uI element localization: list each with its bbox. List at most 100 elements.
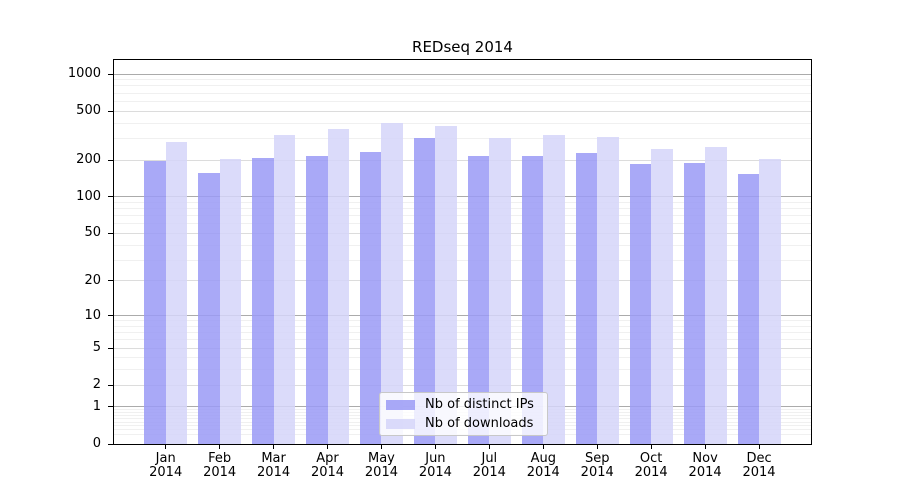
y-tick-label-1: 1: [92, 398, 101, 414]
legend: Nb of distinct IPs Nb of downloads: [379, 392, 548, 436]
x-label-year-dec: 2014: [742, 465, 776, 480]
x-label-month-jun: Jun: [425, 451, 446, 466]
x-label-year-aug: 2014: [526, 465, 560, 480]
y-tick-label-2: 2: [92, 377, 101, 393]
gridline-minor-30: [114, 259, 811, 261]
y-tick-5: [108, 347, 113, 349]
gridline-5: [114, 347, 811, 349]
y-tick-label-100: 100: [76, 188, 101, 204]
legend-swatch-downloads: [386, 418, 415, 429]
gridline-minor-900: [114, 79, 811, 81]
x-label-month-nov: Nov: [692, 451, 718, 466]
x-label-year-apr: 2014: [310, 465, 345, 480]
x-tick-label-apr-2014: Apr 2014: [296, 452, 360, 480]
bar-distinct-ips-jul: [467, 156, 490, 444]
y-tick-label-1000: 1000: [67, 66, 101, 82]
x-label-year-oct: 2014: [634, 465, 668, 480]
x-tick-mar: [273, 444, 275, 449]
x-tick-label-sep-2014: Sep 2014: [565, 452, 629, 480]
gridline-minor-4: [114, 357, 811, 359]
x-label-year-sep: 2014: [580, 465, 614, 480]
x-tick-label-mar-2014: Mar 2014: [242, 452, 306, 480]
gridline-minor-80: [114, 208, 811, 210]
x-label-month-may: May: [368, 451, 395, 466]
x-label-month-jan: Jan: [155, 451, 176, 466]
x-tick-label-dec-2014: Dec 2014: [727, 452, 791, 480]
gridline-100: [114, 196, 811, 198]
gridline-minor-8: [114, 325, 811, 327]
x-label-year-nov: 2014: [688, 465, 722, 480]
x-tick-label-aug-2014: Aug 2014: [511, 452, 575, 480]
x-label-year-jun: 2014: [418, 465, 452, 480]
y-tick-0: [108, 443, 113, 445]
gridline-200: [114, 159, 811, 161]
gridline-minor-700: [114, 92, 811, 94]
bar-distinct-ips-apr: [306, 155, 328, 444]
bar-downloads-sep: [597, 136, 619, 444]
y-tick-100: [108, 196, 113, 198]
legend-label-distinct-ips: Nb of distinct IPs: [425, 396, 534, 412]
bar-distinct-ips-sep: [575, 152, 598, 444]
bar-distinct-ips-may: [359, 152, 382, 444]
gridline-minor-3: [114, 369, 811, 371]
x-label-month-sep: Sep: [584, 451, 610, 466]
gridline-50: [114, 232, 811, 234]
y-tick-label-5: 5: [92, 340, 101, 356]
y-tick-10: [108, 315, 113, 317]
bar-distinct-ips-aug: [521, 156, 544, 444]
x-tick-aug: [542, 444, 544, 449]
y-tick-label-50: 50: [84, 225, 101, 241]
gridline-minor-300: [114, 137, 811, 139]
gridline-minor-800: [114, 85, 811, 87]
y-tick-200: [108, 159, 113, 161]
bar-distinct-ips-mar: [252, 157, 274, 444]
x-tick-nov: [704, 444, 706, 449]
gridline-20: [114, 280, 811, 282]
y-tick-label-200: 200: [76, 152, 101, 168]
x-tick-label-jun-2014: Jun 2014: [403, 452, 467, 480]
x-label-year-mar: 2014: [257, 465, 291, 480]
y-tick-50: [108, 232, 113, 234]
gridline-minor-40: [114, 244, 811, 246]
y-tick-2: [108, 384, 113, 386]
bar-distinct-ips-oct: [629, 163, 652, 444]
y-tick-20: [108, 280, 113, 282]
gridline-minor-60: [114, 223, 811, 225]
y-tick-label-10: 10: [84, 307, 101, 323]
bar-downloads-mar: [273, 134, 296, 444]
bar-downloads-oct: [651, 148, 673, 444]
legend-item-distinct-ips: Nb of distinct IPs: [386, 396, 539, 412]
gridline-10: [114, 315, 811, 317]
legend-item-downloads: Nb of downloads: [386, 415, 539, 431]
x-tick-dec: [758, 444, 760, 449]
x-label-month-feb: Feb: [208, 451, 232, 466]
bar-downloads-feb: [219, 158, 242, 444]
bar-distinct-ips-jan: [144, 160, 166, 444]
chart-title: REDseq 2014: [412, 38, 513, 56]
bar-downloads-jul: [489, 137, 511, 444]
legend-swatch-distinct-ips: [386, 399, 415, 410]
x-tick-jan: [165, 444, 167, 449]
gridline-2: [114, 384, 811, 386]
bar-downloads-aug: [543, 134, 565, 444]
bar-downloads-dec: [759, 158, 781, 444]
gridline-1000: [114, 73, 811, 75]
y-tick-1: [108, 406, 113, 408]
legend-label-downloads: Nb of downloads: [425, 415, 534, 431]
y-tick-label-20: 20: [84, 272, 101, 288]
gridline-minor-90: [114, 201, 811, 203]
x-label-month-jul: Jul: [481, 451, 498, 466]
y-tick-label-500: 500: [76, 103, 101, 119]
x-tick-label-oct-2014: Oct 2014: [619, 452, 683, 480]
y-tick-label-0: 0: [92, 436, 101, 451]
bar-downloads-may: [381, 123, 403, 444]
x-tick-jul: [488, 444, 490, 449]
x-tick-label-feb-2014: Feb 2014: [188, 452, 252, 480]
x-label-year-may: 2014: [364, 465, 398, 480]
x-tick-oct: [650, 444, 652, 449]
gridline-500: [114, 110, 811, 112]
gridline-minor-400: [114, 122, 811, 124]
bar-distinct-ips-jun: [413, 138, 436, 444]
